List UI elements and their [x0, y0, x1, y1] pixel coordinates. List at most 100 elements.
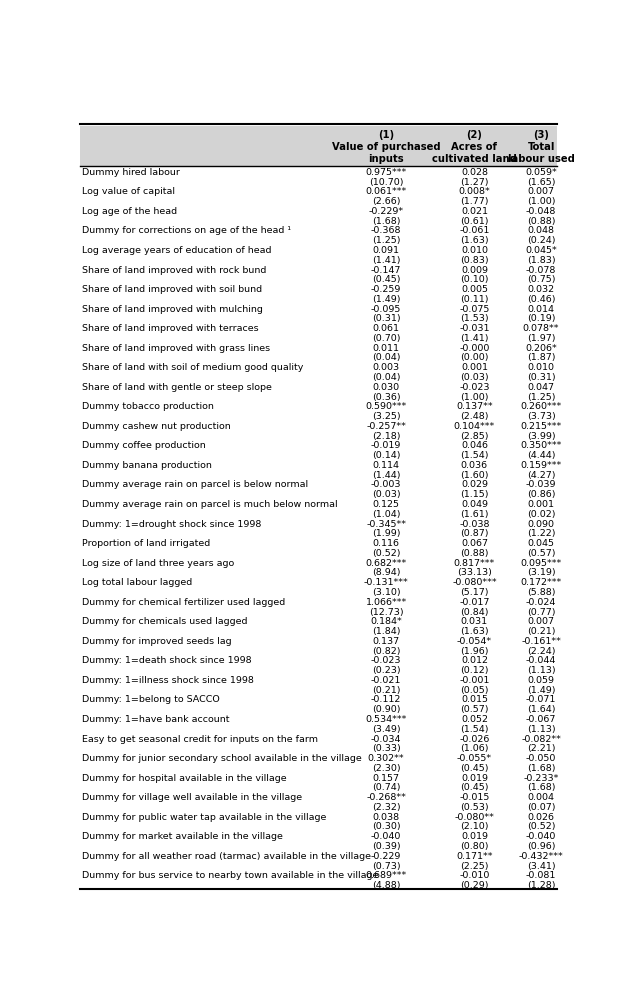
Text: 0.078**: 0.078**: [523, 324, 560, 333]
Text: (1.87): (1.87): [527, 353, 555, 362]
Text: Dummy for improved seeds lag: Dummy for improved seeds lag: [81, 636, 231, 645]
Text: (1.65): (1.65): [527, 178, 555, 187]
Text: (1.97): (1.97): [527, 334, 555, 343]
Text: Share of land improved with soil bund: Share of land improved with soil bund: [81, 285, 261, 294]
Text: (0.05): (0.05): [460, 685, 489, 694]
Text: 0.116: 0.116: [373, 539, 399, 548]
Text: -0.023: -0.023: [371, 656, 401, 665]
Text: 0.014: 0.014: [528, 304, 555, 313]
Text: (1.77): (1.77): [460, 197, 489, 206]
Text: Dummy: 1=have bank account: Dummy: 1=have bank account: [81, 714, 229, 723]
Text: -0.039: -0.039: [526, 480, 556, 489]
Text: (1.84): (1.84): [372, 627, 401, 636]
Text: -0.061: -0.061: [460, 227, 489, 236]
Text: -0.071: -0.071: [526, 695, 556, 704]
Text: 0.157: 0.157: [373, 773, 399, 781]
Text: (2.30): (2.30): [372, 763, 401, 772]
Text: 0.031: 0.031: [461, 617, 488, 626]
Text: (1.28): (1.28): [527, 881, 555, 890]
Text: (1.60): (1.60): [460, 470, 489, 479]
Text: Dummy for public water tap available in the village: Dummy for public water tap available in …: [81, 811, 326, 820]
Text: Dummy: 1=drought shock since 1998: Dummy: 1=drought shock since 1998: [81, 520, 261, 528]
Text: (1.25): (1.25): [372, 236, 401, 245]
Text: Log average years of education of head: Log average years of education of head: [81, 246, 271, 255]
Text: 0.172***: 0.172***: [520, 578, 562, 587]
Text: Value of purchased: Value of purchased: [332, 142, 440, 152]
Text: (1.41): (1.41): [460, 334, 489, 343]
Text: -0.000: -0.000: [460, 343, 489, 352]
Text: (1.13): (1.13): [527, 665, 555, 674]
Text: 0.028: 0.028: [461, 168, 488, 177]
Text: (1): (1): [378, 130, 394, 140]
Text: -0.229*: -0.229*: [368, 207, 404, 216]
Text: -0.023: -0.023: [459, 382, 490, 391]
Text: Dummy for bus service to nearby town available in the village: Dummy for bus service to nearby town ava…: [81, 871, 378, 880]
Text: 0.001: 0.001: [528, 499, 555, 509]
Text: 0.029: 0.029: [461, 480, 488, 489]
Text: (0.23): (0.23): [372, 665, 401, 674]
Text: (10.70): (10.70): [369, 178, 403, 187]
Text: -0.082**: -0.082**: [521, 734, 561, 743]
Text: -0.112: -0.112: [371, 695, 401, 704]
Text: (0.00): (0.00): [460, 353, 489, 362]
Text: (2.25): (2.25): [460, 861, 489, 870]
Text: -0.075: -0.075: [460, 304, 489, 313]
Text: 0.004: 0.004: [528, 792, 555, 801]
Text: (0.88): (0.88): [460, 549, 489, 558]
Text: Total: Total: [527, 142, 555, 152]
Text: (0.24): (0.24): [527, 236, 555, 245]
Text: -0.048: -0.048: [526, 207, 556, 216]
Text: (5.88): (5.88): [527, 588, 555, 597]
Text: -0.259: -0.259: [371, 285, 401, 294]
Text: (1.27): (1.27): [460, 178, 489, 187]
Text: (0.36): (0.36): [372, 392, 401, 401]
Text: 0.010: 0.010: [528, 363, 555, 372]
Text: 0.125: 0.125: [373, 499, 399, 509]
Text: -0.054*: -0.054*: [457, 636, 492, 645]
Text: -0.268**: -0.268**: [366, 792, 406, 801]
Text: (1.04): (1.04): [372, 510, 401, 519]
Text: -0.040: -0.040: [371, 831, 401, 841]
Text: 0.003: 0.003: [373, 363, 400, 372]
Text: -0.080**: -0.080**: [455, 811, 494, 820]
Text: 0.534***: 0.534***: [365, 714, 407, 723]
Text: Log total labour lagged: Log total labour lagged: [81, 578, 192, 587]
Text: 0.026: 0.026: [528, 811, 555, 820]
Text: (2.21): (2.21): [527, 743, 555, 752]
Text: Dummy for all weather road (tarmac) available in the village: Dummy for all weather road (tarmac) avai…: [81, 851, 371, 860]
Text: (0.31): (0.31): [527, 373, 555, 381]
Text: (1.15): (1.15): [460, 489, 489, 498]
Text: 0.061: 0.061: [373, 324, 399, 333]
Text: -0.026: -0.026: [460, 734, 489, 743]
Text: (0.61): (0.61): [460, 217, 489, 226]
Text: -0.432***: -0.432***: [519, 851, 563, 860]
Text: -0.050: -0.050: [526, 753, 556, 762]
Text: (1.00): (1.00): [527, 197, 555, 206]
Text: Dummy for hospital available in the village: Dummy for hospital available in the vill…: [81, 773, 286, 781]
Text: 0.046: 0.046: [461, 441, 488, 450]
Text: 0.021: 0.021: [461, 207, 488, 216]
Text: -0.031: -0.031: [459, 324, 490, 333]
Text: (1.13): (1.13): [527, 724, 555, 733]
Text: Dummy cashew nut production: Dummy cashew nut production: [81, 421, 230, 430]
Text: 0.104***: 0.104***: [454, 421, 495, 430]
Text: (0.21): (0.21): [372, 685, 401, 694]
Text: 0.302**: 0.302**: [368, 753, 404, 762]
Text: -0.147: -0.147: [371, 265, 401, 274]
Text: 0.015: 0.015: [461, 695, 488, 704]
Text: (1.49): (1.49): [372, 295, 401, 304]
Text: -0.055*: -0.055*: [457, 753, 492, 762]
Text: (0.45): (0.45): [372, 275, 401, 284]
Text: (1.54): (1.54): [460, 450, 489, 459]
Text: (0.84): (0.84): [460, 607, 489, 616]
Text: (12.73): (12.73): [369, 607, 404, 616]
Text: (2.32): (2.32): [372, 802, 401, 811]
Text: 0.590***: 0.590***: [365, 402, 407, 411]
Text: (0.19): (0.19): [527, 314, 555, 323]
Text: -0.081: -0.081: [526, 871, 556, 880]
Text: (0.87): (0.87): [460, 529, 489, 538]
Text: 0.159***: 0.159***: [520, 460, 562, 469]
Text: Share of land improved with grass lines: Share of land improved with grass lines: [81, 343, 270, 352]
Text: 0.260***: 0.260***: [520, 402, 562, 411]
Text: (3.99): (3.99): [527, 431, 555, 440]
